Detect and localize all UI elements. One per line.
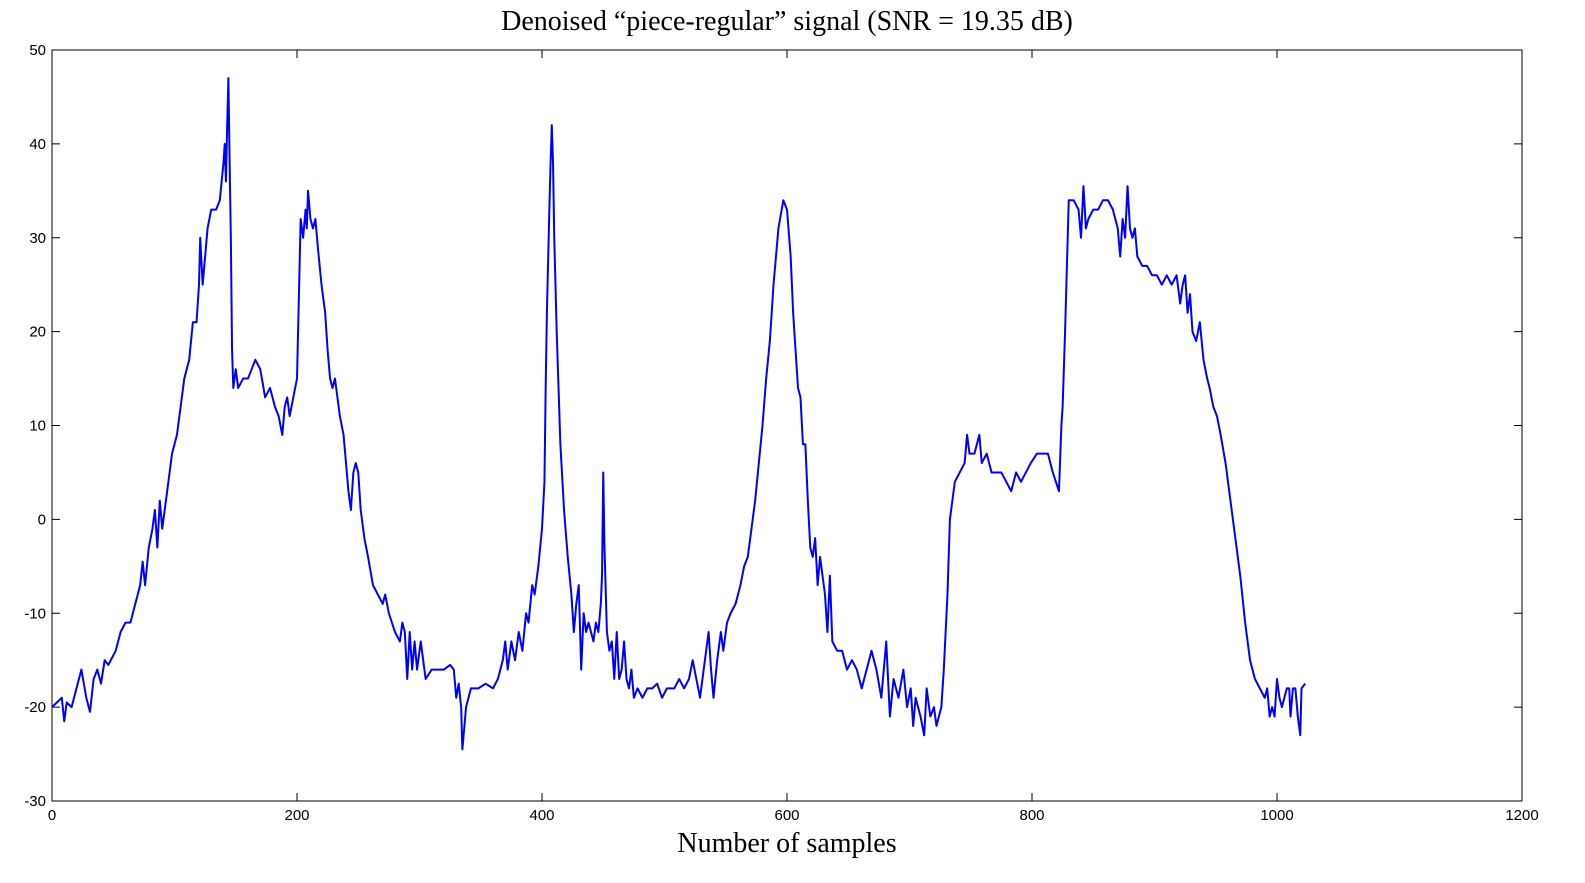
x-tick-label: 800 [1019,807,1044,824]
y-tick-label: -20 [24,699,46,716]
x-axis-label: Number of samples [677,828,896,859]
x-tick-label: 400 [529,807,554,824]
chart-title: Denoised “piece-regular” signal (SNR = 1… [501,6,1073,37]
y-tick-label: -10 [24,605,46,622]
x-tick-label: 600 [774,807,799,824]
data-line [51,77,1306,751]
x-tick-label: 200 [284,807,309,824]
y-tick-label: 20 [29,324,46,341]
x-tick-label: 0 [48,807,56,824]
y-tick-label: 0 [38,511,46,528]
y-tick-label: 30 [29,230,46,247]
y-tick-label: -30 [24,793,46,810]
x-tick-label: 1000 [1260,807,1293,824]
y-tick-label: 50 [29,42,46,59]
y-tick-label: 10 [29,418,46,435]
y-tick-label: 40 [29,136,46,153]
x-tick-label: 1200 [1505,807,1538,824]
